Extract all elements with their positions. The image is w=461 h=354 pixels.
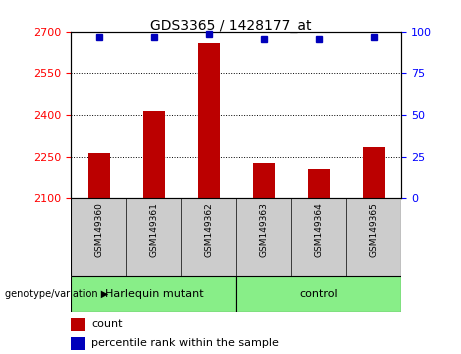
Bar (363, 147, 384, 198)
Bar (71, 318, 85, 331)
Text: genotype/variation ▶: genotype/variation ▶ (5, 289, 108, 299)
Bar (88, 153, 110, 198)
Text: control: control (299, 289, 338, 299)
Bar (71, 276, 236, 312)
Bar (71, 337, 85, 350)
Text: GSM149361: GSM149361 (149, 202, 159, 257)
Text: Harlequin mutant: Harlequin mutant (105, 289, 203, 299)
Bar (253, 163, 275, 198)
Text: GSM149365: GSM149365 (369, 202, 378, 257)
Bar (236, 276, 401, 312)
Text: GDS3365 / 1428177_at: GDS3365 / 1428177_at (150, 19, 311, 34)
Bar (198, 43, 220, 198)
Text: GSM149360: GSM149360 (95, 202, 103, 257)
Bar (143, 111, 165, 198)
Text: count: count (91, 319, 123, 329)
Text: GSM149362: GSM149362 (204, 202, 213, 257)
Text: GSM149364: GSM149364 (314, 202, 323, 257)
Text: percentile rank within the sample: percentile rank within the sample (91, 338, 279, 348)
Bar (307, 169, 330, 198)
Text: GSM149363: GSM149363 (259, 202, 268, 257)
